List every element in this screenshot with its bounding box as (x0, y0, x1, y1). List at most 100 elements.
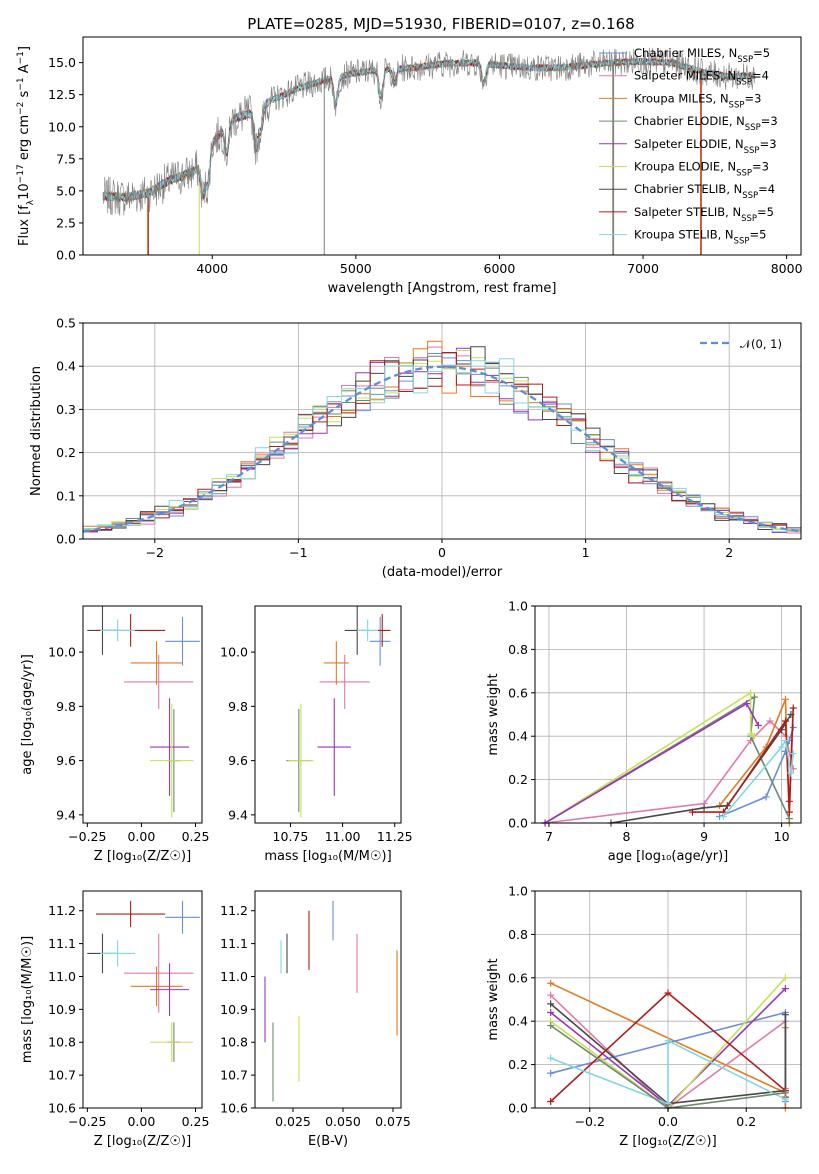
residuals-panel: −2 −1 0 1 2 0.0 0.1 0.2 0.3 0.4 0.5 (data-model)/er… (29, 316, 802, 580)
Z-mass-panel: −0.25 0.00 0.25 10.6 10.7 10.8 10.9 11.0 11.1 11.… (20, 890, 209, 1149)
y-tick-label: 9.4 (228, 807, 248, 822)
weight-marker (785, 797, 793, 805)
y-axis-label-part: −2 (16, 102, 26, 115)
y-tick-label: 10.6 (220, 1101, 248, 1116)
legend-subscript: SSP (737, 55, 753, 65)
y-tick-label: 10.9 (48, 1002, 76, 1017)
y-tick-label: 10.8 (220, 1035, 248, 1050)
legend-suffix: =3 (760, 137, 777, 151)
x-tick-label: 8 (623, 829, 631, 844)
y-tick-label: 11.2 (48, 903, 76, 918)
weight-line (692, 707, 794, 813)
y-tick-label: 9.8 (56, 699, 76, 714)
y-tick-label: 9.6 (228, 753, 248, 768)
y-tick-label: 0.2 (56, 445, 76, 460)
x-axis-label: Z [log₁₀(Z/Z☉)] (94, 849, 191, 864)
y-axis-label-part: −17 (16, 164, 26, 183)
y-tick-label: 11.0 (48, 969, 76, 984)
gaussian-curve (83, 365, 801, 533)
x-axis-label: age [log₁₀(age/yr)] (608, 849, 729, 864)
x-tick-label: −1 (289, 545, 307, 560)
legend-suffix: =4 (752, 69, 769, 83)
weight-marker (781, 737, 789, 745)
weight-marker (789, 704, 797, 712)
weight-marker (778, 743, 786, 751)
axes-frame (82, 890, 203, 1109)
axes-frame (254, 890, 402, 1109)
y-tick-label: 7.5 (56, 151, 76, 166)
y-tick-label: 0.2 (508, 772, 528, 787)
weight-marker (781, 974, 789, 982)
spectrum-panel: 4000 5000 6000 7000 8000 0.0 2.5 5.0 7.5 10.0 12.5… (16, 36, 803, 296)
y-tick-label: 11.1 (48, 936, 76, 951)
legend-label: Kroupa STELIB, NSSP=5 (634, 228, 766, 247)
legend-label: Chabrier ELODIE, NSSP=3 (634, 114, 778, 133)
legend-suffix: =3 (752, 160, 769, 174)
x-axis-label: Z [log₁₀(Z/Z☉)] (94, 1134, 191, 1149)
legend-suffix: =5 (749, 228, 766, 242)
weight-marker (781, 985, 789, 993)
x-tick-label: 8000 (771, 261, 803, 276)
y-tick-label: 0.2 (508, 1057, 528, 1072)
legend-text: Salpeter ELODIE, N (634, 137, 744, 151)
x-tick-label: 0 (438, 545, 446, 560)
mass-age-panel: 10.75 11.00 11.25 9.4 9.6 9.8 10.0 mass [log₁₀(… (220, 605, 413, 864)
y-tick-label: 0.6 (508, 685, 528, 700)
weight-marker (547, 991, 555, 999)
legend-subscript: SSP (734, 237, 750, 247)
x-axis-label: (data-model)/error (382, 565, 503, 580)
weight-marker (719, 812, 727, 820)
legend-subscript: SSP (729, 100, 745, 110)
weight-marker (781, 717, 789, 725)
weight-marker (547, 1097, 555, 1105)
x-tick-label: 10.75 (273, 829, 309, 844)
weight-marker (766, 717, 774, 725)
weight-marker (547, 1000, 555, 1008)
weight-line (550, 1003, 787, 1105)
weight-marker (787, 769, 795, 777)
axes-frame (82, 605, 203, 824)
weight-series (547, 974, 789, 1112)
x-tick-label: 0.0 (658, 1114, 678, 1129)
y-axis-label-part: −1 (16, 77, 26, 90)
weight-marker (664, 1037, 672, 1045)
y-tick-label: 0.1 (56, 488, 76, 503)
x-tick-label: −0.25 (68, 1114, 106, 1129)
y-axis-label-part: ] (17, 46, 32, 51)
legend-suffix: =4 (758, 182, 775, 196)
y-tick-label: 0.5 (56, 316, 76, 331)
x-tick-label: −2 (146, 545, 164, 560)
y-axis-label: Normed distribution (29, 366, 44, 496)
weight-series (541, 689, 797, 827)
legend-label: 𝒩(0, 1) (740, 337, 782, 351)
x-axis-label: wavelength [Angstrom, rest frame] (328, 281, 557, 296)
y-axis-label: Flux [fλ10−17 erg cm−2 s−1 A−1] (16, 46, 36, 246)
y-tick-label: 12.5 (48, 87, 76, 102)
legend-label: Salpeter ELODIE, NSSP=3 (634, 137, 777, 156)
x-tick-label: −0.25 (68, 829, 106, 844)
legend-text: Kroupa MILES, N (634, 91, 729, 105)
Z-age-panel: −0.25 0.00 0.25 9.4 9.6 9.8 10.0 Z [log₁₀(Z/Z☉)… (20, 605, 209, 864)
y-axis-label: mass weight (486, 673, 501, 755)
y-axis-label-part: s (17, 90, 32, 101)
axes-frame (82, 36, 802, 256)
y-tick-label: 9.6 (56, 753, 76, 768)
x-tick-label: 4000 (196, 261, 228, 276)
legend-label: Chabrier STELIB, NSSP=4 (634, 182, 775, 201)
x-tick-label: 11.25 (377, 829, 413, 844)
y-axis-label: mass [log₁₀(M/M☉)] (20, 936, 35, 1063)
weight-line (550, 1039, 786, 1105)
x-tick-label: 0.050 (325, 1114, 361, 1129)
y-axis-label-part: A (17, 64, 32, 77)
y-tick-label: 0.4 (508, 729, 528, 744)
y-tick-label: 0.6 (508, 970, 528, 985)
axes-frame (254, 605, 402, 824)
y-tick-label: 9.4 (56, 807, 76, 822)
weight-marker (688, 808, 696, 816)
x-tick-label: 7 (545, 829, 553, 844)
y-tick-label: 0.8 (508, 642, 528, 657)
errorbars (286, 606, 391, 818)
y-tick-label: 10.0 (48, 645, 76, 660)
